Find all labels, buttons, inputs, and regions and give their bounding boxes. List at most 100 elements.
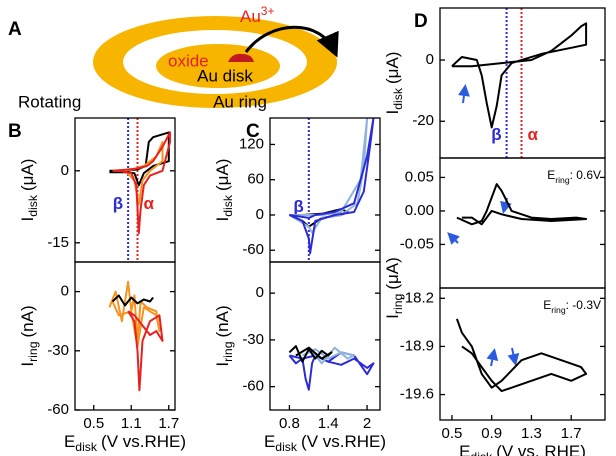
- y-axis-label-symbol: I: [213, 217, 232, 222]
- y-axis-label-subscript: disk: [26, 194, 40, 217]
- x-axis-label-rest: (V vs.RHE): [301, 432, 386, 451]
- y-axis-label-subscript: disk: [391, 87, 405, 110]
- x-axis-label: Edisk(V vs. RHE): [459, 442, 586, 456]
- data-line: [288, 351, 375, 391]
- plot-frame: [74, 117, 176, 263]
- x-tick-label: 0.5: [441, 425, 462, 442]
- x-tick-label: 1.7: [561, 425, 582, 442]
- x-tick-label: 1.1: [121, 415, 142, 432]
- y-tick-label: 0: [426, 51, 434, 68]
- data-line: [127, 310, 164, 392]
- y-axis-label-subscript: ring: [26, 341, 40, 362]
- x-axis-label-symbol: E: [64, 432, 75, 451]
- annotation: Ering: 0.6V: [547, 168, 601, 185]
- panel-label: D: [414, 11, 428, 32]
- annotation-symbol: E: [543, 298, 551, 312]
- ring-label: Au ring: [213, 92, 267, 111]
- plot-frame: [269, 261, 381, 411]
- x-tick-label: 1.7: [158, 415, 179, 432]
- x-tick-label: 0.8: [279, 415, 300, 432]
- y-tick-label: 0: [61, 162, 69, 179]
- oxide-label: oxide: [168, 51, 209, 70]
- y-tick-label: 120: [239, 135, 264, 152]
- y-axis-label-rest: (μA): [383, 52, 402, 84]
- y-tick-label: -30: [47, 342, 69, 359]
- x-tick-label: 1.4: [318, 415, 339, 432]
- y-tick-label: -18.2: [400, 289, 434, 306]
- sweep-arrow: [486, 348, 499, 367]
- x-axis-label-rest: (V vs.RHE): [101, 432, 186, 451]
- data-line: [288, 118, 369, 234]
- y-tick-label: -60: [47, 401, 69, 418]
- ion-element: Au: [240, 7, 261, 26]
- sweep-arrow: [447, 232, 460, 245]
- y-axis-label-rest: (nA): [18, 305, 37, 337]
- y-tick-label: 0.05: [405, 168, 434, 185]
- x-tick-label: 1.3: [521, 425, 542, 442]
- plot-frame: [74, 261, 176, 411]
- sweep-arrow: [457, 84, 470, 104]
- y-axis-label-rest: (μA): [213, 159, 232, 191]
- y-tick-label: -0.05: [400, 235, 434, 252]
- x-axis-label: Edisk (V vs.RHE): [264, 432, 386, 454]
- y-tick-label: 0: [256, 284, 264, 301]
- data-line: [109, 131, 170, 187]
- y-tick-label: -18.9: [400, 337, 434, 354]
- annotation-subscript: ring: [551, 305, 566, 315]
- y-axis-label: Idisk (μA): [383, 52, 405, 115]
- data-line: [456, 183, 588, 226]
- marker-label: α: [144, 194, 155, 213]
- data-line: [288, 118, 375, 255]
- x-axis-label: Edisk (V vs.RHE): [64, 432, 186, 454]
- y-tick-label: -60: [242, 241, 264, 258]
- x-axis-label-subscript: disk: [275, 440, 298, 454]
- data-line: [288, 345, 333, 363]
- x-axis-label-subscript: disk: [75, 440, 98, 454]
- plot-frame: [439, 7, 606, 159]
- annotation-symbol: E: [547, 168, 555, 182]
- marker-label: β: [491, 125, 501, 144]
- disk-electrode: [156, 44, 280, 88]
- y-axis-label-subscript: disk: [221, 194, 235, 217]
- y-tick-label: -30: [242, 331, 264, 348]
- panel-label: A: [8, 19, 22, 40]
- y-axis-label-symbol: I: [18, 217, 37, 222]
- annotation-rest: : 0.6V: [570, 168, 601, 182]
- y-tick-label: 60: [247, 171, 264, 188]
- y-axis-label-rest: (nA): [213, 305, 232, 337]
- x-tick-label: 0.5: [83, 415, 104, 432]
- data-line: [295, 346, 356, 365]
- annotation-subscript: ring: [555, 175, 570, 185]
- y-tick-label: -60: [242, 378, 264, 395]
- x-axis-label-symbol: E: [264, 432, 275, 451]
- oxide-blob: [228, 53, 254, 62]
- x-axis-label-symbol: E: [459, 442, 470, 456]
- sweep-arrow: [507, 347, 520, 366]
- annotation: Ering: -0.3V: [543, 298, 601, 315]
- x-axis-label-subscript: disk: [470, 450, 493, 456]
- marker-label: β: [113, 194, 123, 213]
- disk-label: Au disk: [197, 66, 253, 85]
- data-line: [451, 22, 588, 129]
- data-line: [111, 294, 154, 307]
- y-axis-label-subscript: ring: [391, 293, 405, 314]
- y-axis-label-symbol: I: [383, 110, 402, 115]
- y-axis-label: Idisk (μA): [213, 159, 235, 222]
- ion-charge: 3+: [261, 4, 275, 18]
- y-tick-label: -15: [47, 234, 69, 251]
- panel-label: C: [246, 121, 260, 142]
- x-tick-label: 2: [363, 415, 371, 432]
- y-axis-label: Iring (nA): [213, 305, 235, 366]
- y-axis-label-symbol: I: [213, 362, 232, 367]
- rotating-label: Rotating: [18, 92, 81, 111]
- y-axis-label: Iring (μA): [383, 257, 405, 319]
- y-axis-label: Idisk (μA): [18, 159, 40, 222]
- y-tick-label: -20: [412, 112, 434, 129]
- y-tick-label: 0: [256, 206, 264, 223]
- x-tick-label: 0.9: [481, 425, 502, 442]
- y-axis-label-symbol: I: [18, 362, 37, 367]
- y-tick-label: -19.6: [400, 386, 434, 403]
- arrow: [244, 25, 339, 58]
- x-axis-label-rest: (V vs. RHE): [496, 442, 586, 456]
